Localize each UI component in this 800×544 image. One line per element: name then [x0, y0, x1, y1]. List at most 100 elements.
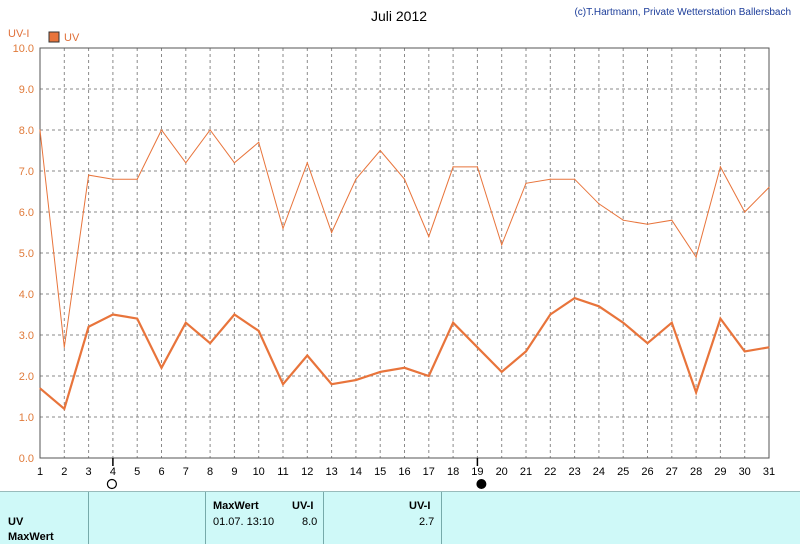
- data-point: [88, 174, 90, 176]
- y-tick-label: 2.0: [19, 371, 34, 383]
- data-point: [306, 354, 308, 357]
- credit-text: (c)T.Hartmann, Private Wetterstation Bal…: [574, 7, 791, 18]
- data-point: [233, 313, 235, 316]
- series-layer: [39, 129, 770, 411]
- info-col-labels: UV MaxWert: [0, 492, 89, 544]
- x-tick-label: 1: [37, 466, 43, 478]
- data-point: [744, 350, 746, 352]
- y-tick-label: 4.0: [19, 289, 34, 301]
- y-tick-label: 10.0: [13, 43, 34, 55]
- data-point: [233, 162, 235, 164]
- data-point: [719, 166, 722, 168]
- data-point: [574, 178, 576, 180]
- data-point: [598, 305, 600, 307]
- x-tick-label: 31: [763, 466, 775, 478]
- data-point: [355, 379, 357, 381]
- x-tick-label: 5: [134, 466, 140, 478]
- data-point: [549, 313, 551, 316]
- data-point: [282, 227, 284, 229]
- uvi-header-avg: UV-I: [409, 500, 431, 512]
- data-point: [39, 387, 41, 389]
- x-tick-label: 27: [666, 466, 678, 478]
- data-point: [185, 162, 187, 164]
- x-tick-label: 20: [496, 466, 508, 478]
- data-point: [428, 236, 430, 238]
- y-tick-label: 5.0: [19, 248, 34, 260]
- data-point: [63, 346, 65, 348]
- data-point: [331, 383, 333, 385]
- x-tick-label: 8: [207, 466, 213, 478]
- x-tick-label: 10: [253, 466, 265, 478]
- data-point: [355, 178, 357, 180]
- data-point: [744, 211, 746, 213]
- info-col-empty: [88, 492, 206, 544]
- data-point: [646, 342, 649, 344]
- info-panel: UV MaxWert MaxWert UV-I 01.07. 13:10 8.0…: [0, 491, 800, 544]
- data-point: [63, 408, 65, 410]
- x-tick-label: 18: [447, 466, 459, 478]
- x-tick-label: 30: [739, 466, 751, 478]
- data-point: [160, 367, 163, 369]
- uv-line-chart: Juli 2012 (c)T.Hartmann, Private Wetters…: [8, 7, 791, 490]
- data-point: [379, 371, 381, 373]
- data-point: [136, 318, 138, 320]
- data-point: [185, 322, 187, 324]
- x-tick-label: 6: [158, 466, 164, 478]
- data-point: [282, 383, 284, 385]
- y-tick-label: 6.0: [19, 207, 34, 219]
- row-label-uv: UV: [8, 516, 24, 528]
- data-point: [671, 219, 673, 221]
- x-tick-label: 17: [423, 466, 435, 478]
- data-point: [768, 186, 770, 188]
- data-point: [258, 141, 260, 143]
- x-tick-label: 24: [593, 466, 605, 478]
- data-point: [549, 178, 551, 180]
- data-point: [525, 350, 527, 352]
- x-tick-label: 4: [110, 466, 116, 478]
- data-point: [452, 166, 454, 168]
- data-point: [646, 223, 649, 225]
- data-point: [695, 256, 697, 258]
- new-moon-icon: [476, 479, 487, 489]
- data-point: [39, 129, 41, 131]
- x-tick-label: 14: [350, 466, 362, 478]
- maxwert-header: MaxWert: [213, 500, 259, 512]
- x-tick-label: 13: [325, 466, 337, 478]
- avg-value: 2.7: [419, 516, 435, 528]
- grid-layer: [40, 48, 769, 458]
- x-tick-label: 15: [374, 466, 386, 478]
- x-tick-label: 9: [231, 466, 237, 478]
- moon-phase-layer: [106, 458, 487, 490]
- data-point: [88, 326, 90, 328]
- full-moon-icon: [106, 478, 118, 490]
- data-point: [501, 244, 503, 246]
- info-col-max: MaxWert UV-I 01.07. 13:10 8.0: [205, 492, 324, 544]
- uvi-header-max: UV-I: [292, 500, 314, 512]
- x-tick-label: 19: [471, 466, 483, 478]
- data-point: [306, 162, 308, 164]
- x-tick-label: 22: [544, 466, 556, 478]
- y-tick-label: 0.0: [19, 453, 34, 465]
- x-axis-ticks: 1 2 3 4 5 6 7 8 9 10 11 12 13 14 15 16 17 18 19 20 21 22 23 24 2…: [37, 466, 775, 478]
- x-tick-label: 3: [86, 466, 92, 478]
- plot-frame: [39, 47, 770, 459]
- data-point: [209, 342, 211, 344]
- x-tick-label: 25: [617, 466, 629, 478]
- x-tick-label: 26: [641, 466, 653, 478]
- max-value: 8.0: [302, 516, 318, 528]
- data-point: [160, 129, 163, 131]
- info-col-avg: UV-I 2.7: [323, 492, 442, 544]
- y-tick-label: 3.0: [19, 330, 34, 342]
- max-datetime: 01.07. 13:10: [213, 516, 275, 528]
- data-point: [331, 231, 333, 234]
- data-point: [476, 166, 478, 168]
- y-tick-label: 1.0: [19, 412, 34, 424]
- legend-label: UV: [64, 32, 80, 44]
- data-point: [768, 346, 770, 348]
- data-point: [695, 391, 697, 393]
- data-point: [476, 346, 478, 348]
- x-tick-label: 16: [398, 466, 410, 478]
- data-point: [719, 318, 722, 320]
- x-tick-label: 21: [520, 466, 532, 478]
- y-axis-ticks: 0.0 1.0 2.0 3.0 4.0 5.0 6.0 7.0 8.0 9.0 10.0: [13, 43, 34, 465]
